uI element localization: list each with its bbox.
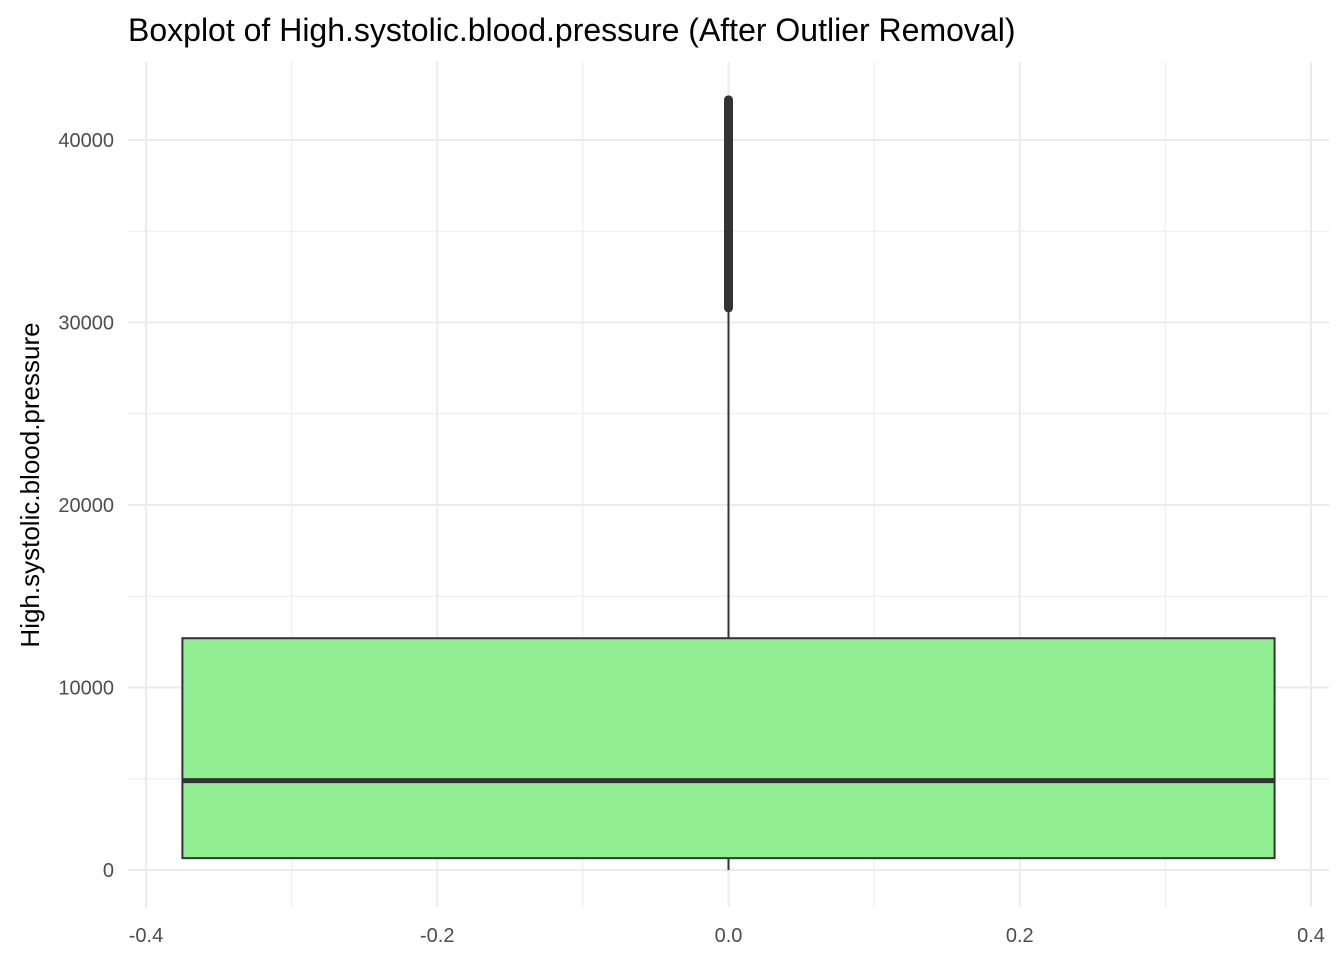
x-tick-label: -0.4 [129,925,163,947]
y-tick-label: 10000 [58,678,114,700]
y-tick-label: 30000 [58,313,114,335]
x-tick-label: -0.2 [420,925,454,947]
y-tick-label: 0 [103,860,114,882]
x-tick-label: 0.2 [1006,925,1034,947]
y-tick-label: 40000 [58,130,114,152]
y-tick-label: 20000 [58,495,114,517]
axis-layer: -0.4 -0.2 0.0 0.2 0.4 0 10000 20000 30000 40000 [58,130,1325,947]
chart-title: Boxplot of High.systolic.blood.pressure … [128,12,1015,48]
box-layer [181,95,1276,870]
iqr-box [181,637,1276,860]
y-axis-label: High.systolic.blood.pressure [15,322,45,647]
x-tick-label: 0.4 [1297,925,1325,947]
x-tick-label: 0.0 [715,925,743,947]
